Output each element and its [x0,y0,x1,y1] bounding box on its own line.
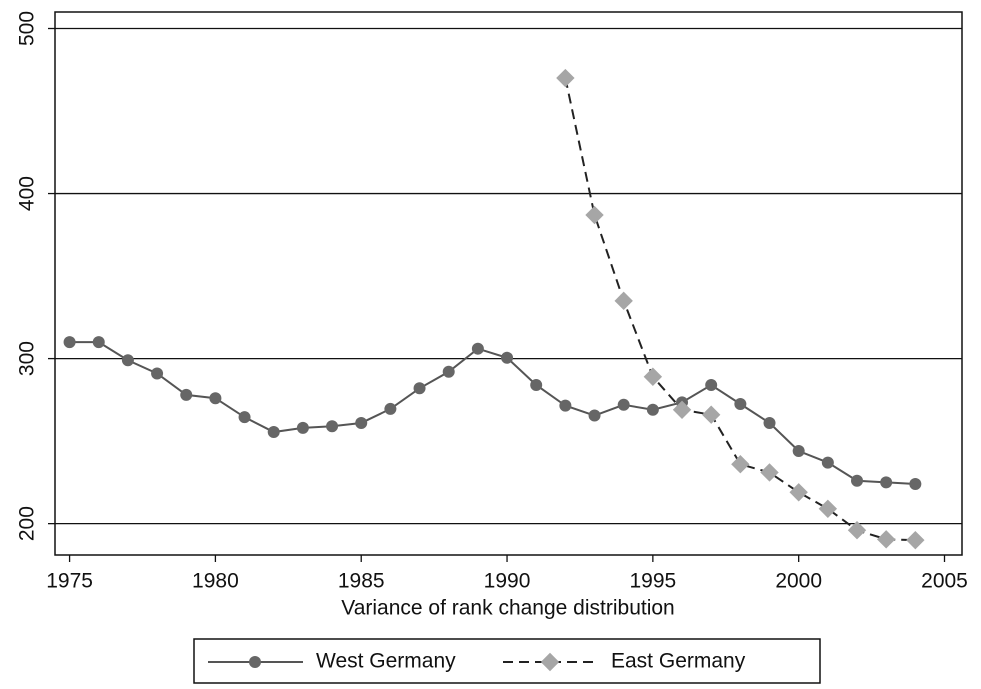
marker [180,388,193,401]
plot-frame [54,11,963,556]
marker [763,416,776,429]
marker [501,351,514,364]
marker [614,291,633,311]
legend-label: East Germany [611,650,746,673]
series-line [69,341,916,486]
marker [851,474,864,487]
marker [818,499,838,518]
y-tick-label: 500 [16,11,39,46]
marker [413,382,426,395]
x-tick-label: 1995 [630,570,677,593]
marker [63,336,76,349]
x-tick-label: 2000 [775,570,822,593]
x-tick-label: 1990 [484,570,531,593]
legend-label: West Germany [316,650,456,673]
marker [880,476,893,489]
marker [530,379,543,392]
marker [267,426,280,439]
marker [643,367,663,386]
marker [151,367,164,380]
marker [540,652,560,672]
marker [355,416,368,429]
marker [556,68,575,88]
marker [909,478,922,491]
marker [734,397,747,410]
marker [705,379,718,392]
x-tick-label: 1985 [338,570,385,593]
y-tick-label: 200 [16,506,39,541]
marker [821,456,834,469]
y-tick-label: 400 [16,176,39,211]
x-tick-label: 2005 [921,570,968,593]
marker [326,420,339,433]
marker [238,411,251,424]
marker [588,409,601,422]
marker [442,365,455,378]
marker [646,403,659,416]
marker [559,399,572,412]
marker [585,205,604,225]
marker [121,354,134,367]
x-tick-label: 1975 [46,570,93,593]
marker [249,656,261,668]
marker [209,392,222,405]
marker [384,402,397,415]
y-tick-label: 300 [16,341,39,376]
marker [792,445,805,458]
marker [906,530,925,550]
x-tick-label: 1980 [192,570,239,593]
legend-box [193,638,821,684]
marker [876,530,896,549]
marker [296,421,309,434]
marker [701,405,721,424]
marker [847,521,867,540]
marker [760,463,779,482]
marker [617,398,630,411]
marker [731,455,750,474]
marker [471,342,484,355]
marker [92,336,105,349]
x-axis-title: Variance of rank change distribution [341,597,674,620]
marker [672,400,692,419]
marker [789,483,808,502]
